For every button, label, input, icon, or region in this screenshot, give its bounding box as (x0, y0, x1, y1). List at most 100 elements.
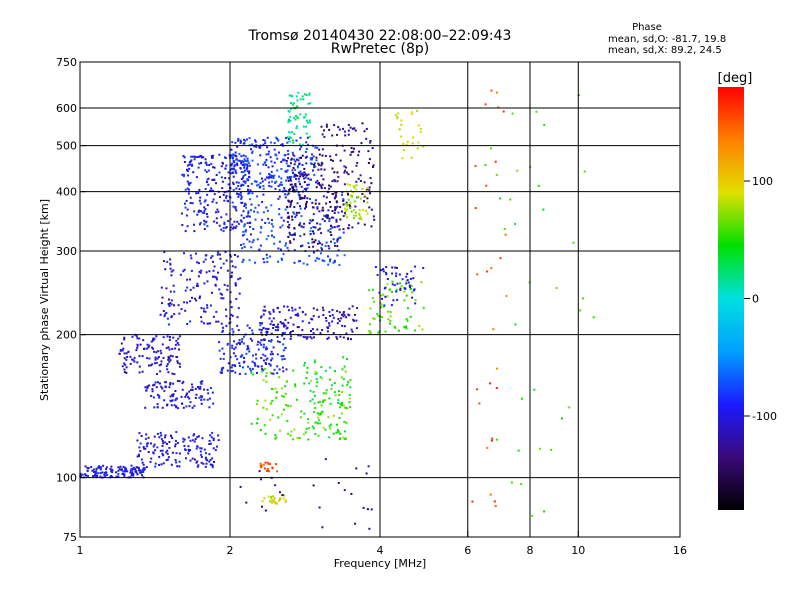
data-point (306, 184, 309, 186)
data-point (224, 167, 227, 170)
data-point (290, 234, 293, 237)
data-point (347, 123, 350, 126)
data-point (489, 382, 492, 385)
data-point (139, 442, 142, 445)
data-point (257, 365, 260, 368)
data-point (337, 175, 340, 178)
data-point (337, 126, 340, 129)
data-point (201, 380, 204, 383)
data-point (154, 465, 157, 468)
data-point (296, 165, 299, 168)
data-point (303, 188, 306, 191)
data-point (176, 356, 179, 358)
data-point (220, 216, 223, 219)
data-point (291, 309, 294, 312)
data-point (412, 277, 415, 280)
data-point (300, 410, 303, 413)
data-point (167, 346, 170, 349)
data-point (290, 201, 292, 204)
data-point (304, 336, 307, 339)
data-point (417, 124, 420, 127)
data-point (118, 352, 121, 355)
data-point (232, 226, 235, 229)
data-point (165, 459, 168, 461)
data-point (213, 178, 216, 181)
data-point (278, 189, 281, 191)
data-point (422, 306, 425, 309)
data-point (233, 220, 236, 223)
data-point (410, 112, 413, 115)
data-point (495, 91, 498, 94)
data-point (336, 180, 339, 183)
data-point (377, 331, 380, 334)
data-point (230, 313, 233, 316)
data-point (338, 128, 341, 131)
data-point (283, 331, 286, 334)
data-point (199, 381, 202, 384)
data-point (286, 380, 288, 383)
data-point (321, 133, 324, 136)
data-point (213, 275, 216, 278)
data-point (240, 171, 243, 174)
data-point (211, 463, 213, 466)
data-point (250, 148, 252, 151)
data-point (211, 391, 214, 394)
data-point (243, 142, 246, 145)
data-point (105, 468, 107, 471)
data-point (204, 199, 207, 202)
data-point (200, 447, 203, 450)
data-point (289, 240, 291, 243)
data-point (474, 165, 477, 167)
data-point (355, 188, 358, 191)
data-point (86, 469, 89, 472)
data-point (308, 135, 311, 138)
data-point (494, 160, 497, 163)
data-point (287, 225, 289, 228)
data-point (261, 177, 263, 180)
data-point (320, 125, 323, 128)
data-point (303, 382, 306, 385)
data-point (246, 138, 248, 141)
data-point (244, 173, 247, 176)
data-point (160, 385, 163, 388)
data-point (345, 201, 348, 204)
data-point (251, 241, 254, 244)
data-point (297, 91, 300, 94)
data-point (312, 155, 315, 158)
data-point (267, 166, 270, 169)
data-point (84, 465, 87, 468)
data-point (175, 405, 178, 408)
data-point (272, 499, 275, 501)
data-point (278, 240, 281, 243)
data-point (369, 331, 372, 334)
data-point (237, 341, 240, 344)
data-point (307, 143, 309, 146)
data-point (178, 452, 181, 455)
data-point (244, 139, 247, 142)
data-point (227, 183, 230, 186)
data-point (191, 386, 194, 389)
colorbar (718, 87, 744, 510)
data-point (215, 310, 218, 313)
data-point (403, 290, 406, 293)
data-point (235, 209, 238, 212)
data-point (371, 297, 374, 299)
data-point (310, 330, 312, 332)
data-point (177, 337, 180, 340)
data-point (305, 205, 307, 208)
data-point (176, 360, 179, 363)
data-point (166, 458, 169, 461)
data-point (359, 197, 362, 200)
data-point (320, 366, 323, 369)
data-point (316, 206, 319, 209)
data-point (342, 127, 344, 130)
data-point (240, 183, 243, 186)
data-point (272, 327, 275, 329)
data-point (215, 221, 218, 224)
data-point (341, 401, 344, 404)
data-point (94, 471, 97, 474)
data-point (287, 157, 290, 160)
data-point (204, 465, 207, 468)
data-point (162, 454, 165, 457)
